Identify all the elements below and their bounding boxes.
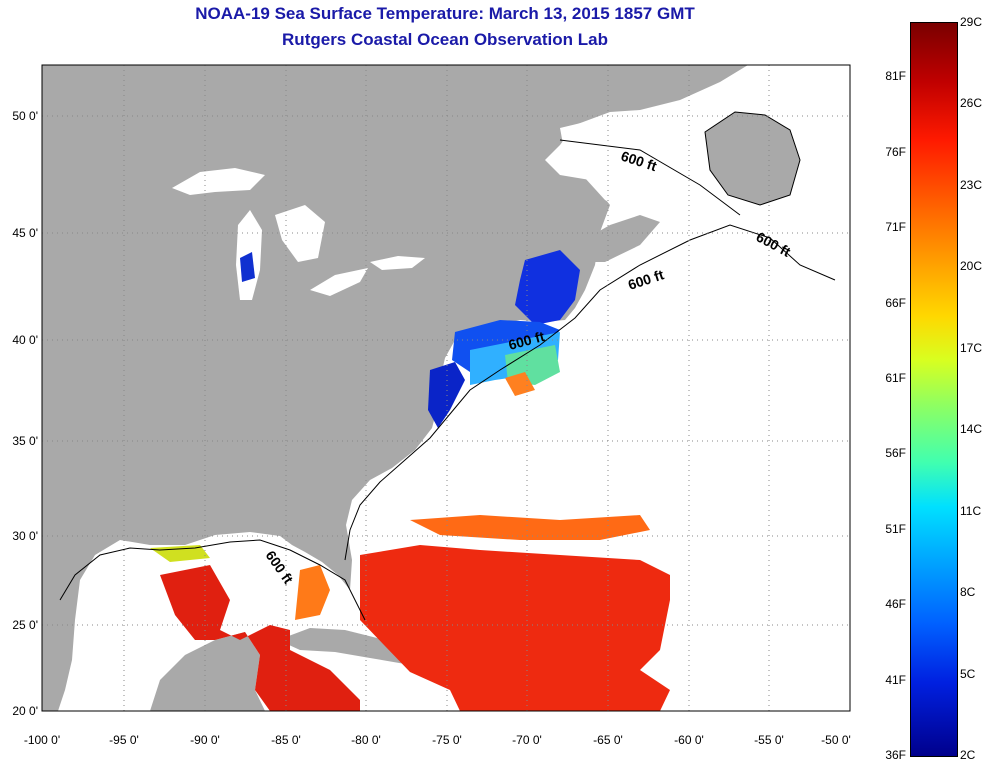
colorbar-celsius-label: 26C (960, 96, 983, 110)
colorbar-celsius-label: 29C (960, 15, 983, 29)
yucatan-land (150, 632, 265, 711)
colorbar-celsius-label: 8C (960, 585, 976, 599)
colorbar-fahrenheit-label: 51F (885, 522, 906, 536)
sst-cold-north (515, 250, 580, 325)
lake-ontario (370, 256, 425, 270)
lon-label: -70 0' (512, 733, 542, 747)
colorbar-celsius-label: 17C (960, 341, 983, 355)
colorbar-fahrenheit-label: 81F (885, 69, 906, 83)
colorbar-fahrenheit-label: 71F (885, 220, 906, 234)
lat-label: 35 0' (12, 434, 38, 448)
nova-scotia-land (575, 215, 660, 262)
colorbar-fahrenheit-label: 36F (885, 748, 906, 762)
colorbar-celsius-label: 14C (960, 422, 983, 436)
sst-warm-orange (295, 565, 330, 620)
colorbar-celsius-label: 2C (960, 748, 976, 762)
lon-label: -90 0' (190, 733, 220, 747)
isobath-600ft (59, 139, 836, 621)
colorbar-fahrenheit-label: 61F (885, 371, 906, 385)
temperature-colorbar (910, 22, 958, 757)
lon-label: -55 0' (754, 733, 784, 747)
lake-superior (172, 168, 265, 195)
colorbar-celsius-label: 23C (960, 178, 983, 192)
lat-label: 45 0' (12, 226, 38, 240)
sst-warm-scattered (410, 515, 650, 540)
lake-huron (275, 205, 325, 262)
lat-label: 40 0' (12, 333, 38, 347)
lon-label: -100 0' (23, 733, 61, 747)
lat-label: 20 0' (12, 704, 38, 718)
sst-warm-gulf (160, 565, 360, 711)
lat-label: 50 0' (12, 109, 38, 123)
land-mass (42, 65, 748, 711)
newfoundland-land (704, 111, 801, 206)
sst-lake-cold (240, 252, 255, 282)
colorbar-celsius-label: 20C (960, 259, 983, 273)
lon-label: -85 0' (271, 733, 301, 747)
map-subtitle: Rutgers Coastal Ocean Observation Lab (282, 30, 608, 49)
sst-warm-atlantic (360, 545, 670, 711)
map-frame (41, 64, 851, 712)
colorbar-fahrenheit-label: 66F (885, 296, 906, 310)
colorbar-celsius-label: 5C (960, 667, 976, 681)
lon-label: -75 0' (432, 733, 462, 747)
colorbar-fahrenheit-label: 46F (885, 597, 906, 611)
map-title: NOAA-19 Sea Surface Temperature: March 1… (195, 4, 695, 23)
lon-label: -60 0' (674, 733, 704, 747)
lon-label: -95 0' (109, 733, 139, 747)
st-lawrence-water (560, 116, 705, 215)
lon-label: -80 0' (351, 733, 381, 747)
colorbar-celsius-label: 11C (960, 504, 982, 518)
lat-label: 30 0' (12, 529, 38, 543)
colorbar-fahrenheit-label: 56F (885, 446, 906, 460)
lake-erie (310, 268, 368, 296)
lat-label: 25 0' (12, 618, 38, 632)
lon-label: -65 0' (593, 733, 623, 747)
lon-label: -50 0' (821, 733, 851, 747)
colorbar-fahrenheit-label: 76F (885, 145, 906, 159)
colorbar-fahrenheit-label: 41F (885, 673, 906, 687)
